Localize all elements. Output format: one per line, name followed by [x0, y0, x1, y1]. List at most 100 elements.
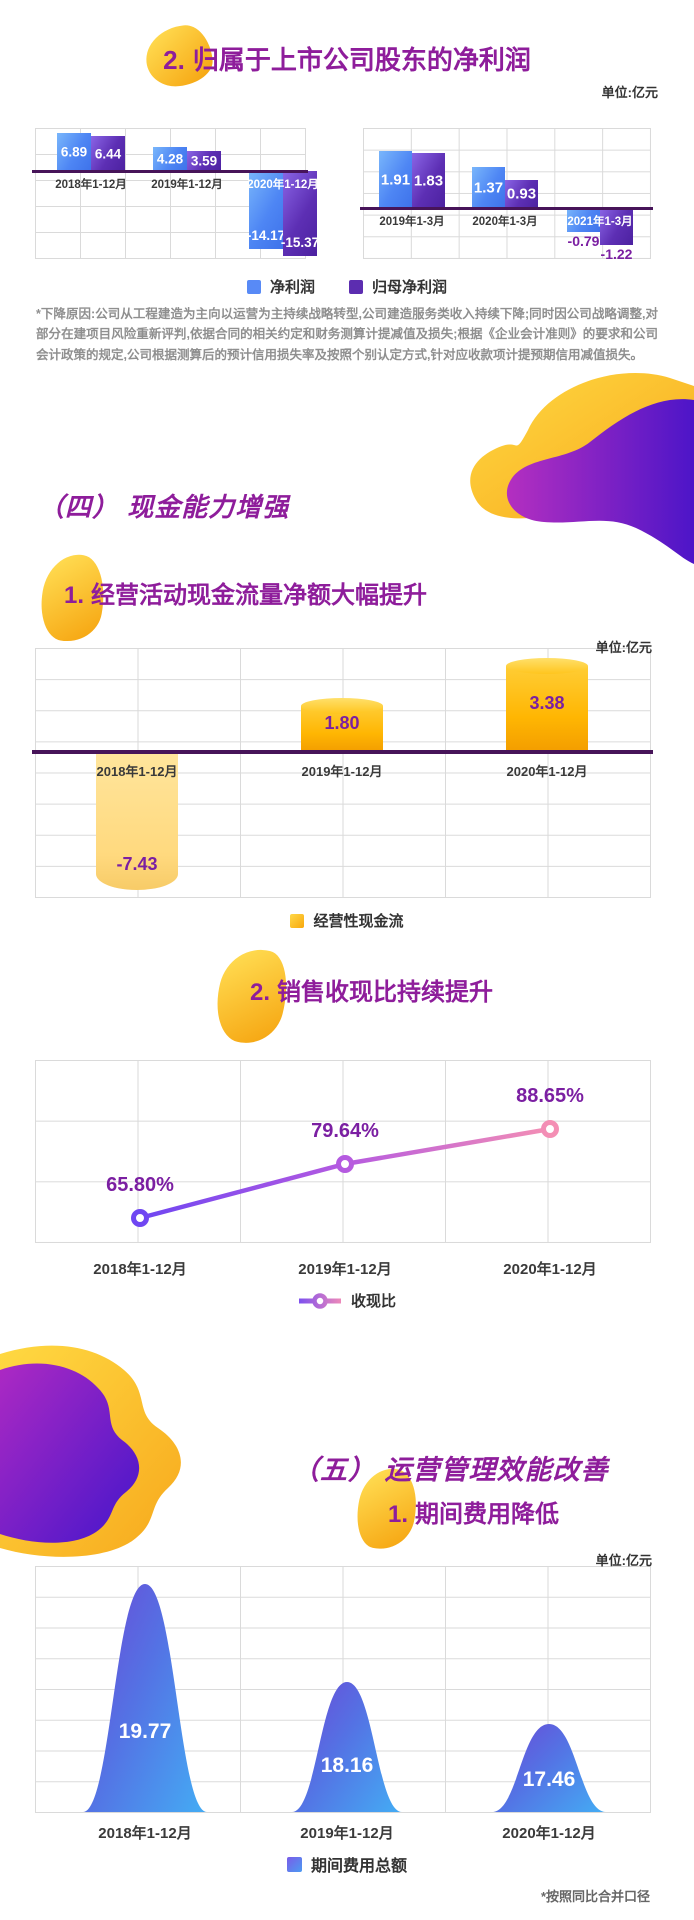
point-label: 65.80% [106, 1174, 174, 1196]
unit-label: 单位:亿元 [601, 85, 658, 100]
legend-label: 净利润 [269, 279, 315, 296]
purple-square-icon [349, 279, 363, 294]
bar-value: 18.16 [320, 1753, 374, 1777]
cylinder-bar-negative [96, 752, 178, 890]
corner-blob-decoration [0, 1345, 181, 1557]
collection-x-labels: 2018年1-12月 2019年1-12月 2020年1-12月 [0, 1258, 694, 1280]
bar-归母净利润: 0.93 [505, 180, 538, 208]
legend-label: 期间费用总额 [310, 1858, 407, 1875]
bar-value: 3.38 [529, 693, 565, 713]
bar-归母净利润: 1.83 [412, 153, 445, 208]
net-profit-annual-chart: 6.89 6.44 2018年1-12月 4.28 3.59 2019年1-12月 -14.… [32, 128, 319, 259]
bar-value: 1.80 [324, 713, 360, 733]
bar-净利润: 1.37 [472, 167, 505, 208]
bar-归母净利润: 3.59 [187, 151, 221, 171]
collection-legend: 收现比 [0, 1290, 694, 1311]
cash-flow-subtitle: 1. 经营活动现金流量净额大幅提升 [64, 575, 427, 610]
point-label: 88.65% [516, 1085, 584, 1107]
unit-label: 单位:亿元 [595, 640, 652, 655]
section4-heading: （四） 现金能力增强 [38, 492, 290, 522]
legend-label: 收现比 [350, 1293, 396, 1310]
data-point-marker [541, 1120, 559, 1138]
trend-line-svg [131, 1120, 559, 1227]
cash-flow-legend: 经营性现金流 [0, 910, 694, 931]
zero-axis [32, 750, 653, 754]
bar-value: 3.59 [190, 153, 218, 169]
bar-value: 6.44 [94, 146, 122, 161]
yellow-square-icon [290, 913, 305, 928]
bar-净利润: -14.17 [247, 171, 285, 249]
period-expense-chart: 19.77 18.16 17.46 [35, 1566, 651, 1813]
purple-blob-shape [0, 1363, 140, 1543]
legend-item-operating-cash: 经营性现金流 [290, 910, 404, 931]
bar-净利润: 4.28 [153, 147, 187, 171]
purple-blob-shape [506, 399, 694, 564]
bar-净利润 [567, 208, 600, 232]
bar-value: 6.89 [60, 144, 88, 160]
bar-归母净利润: 6.44 [91, 136, 125, 171]
collection-subtitle: 2. 销售收现比持续提升 [250, 972, 493, 1007]
area-peak [83, 1584, 207, 1812]
title-text: 归属于上市公司股东的净利润 [192, 45, 531, 75]
legend-item-collection-ratio: 收现比 [298, 1290, 396, 1311]
x-label: 2019年1-3月 [379, 216, 445, 228]
x-label: 2019年1-12月 [151, 179, 223, 191]
x-label: 2021年1-3月 [567, 216, 633, 228]
x-label: 2020年1-12月 [503, 1261, 597, 1278]
bar-value-negative: -1.22 [600, 246, 633, 262]
cylinder-top [506, 658, 588, 674]
subtitle-text: 经营活动现金流量净额大幅提升 [91, 582, 428, 609]
x-label: 2019年1-12月 [300, 1825, 394, 1842]
x-label: 2019年1-12月 [301, 764, 383, 779]
blue-square-icon [246, 279, 261, 294]
line-marker-icon [298, 1292, 341, 1309]
expense-subtitle: 1. 期间费用降低 [388, 1494, 559, 1529]
subtitle-text: 期间费用降低 [415, 1501, 560, 1528]
corner-blob-decoration [470, 373, 694, 564]
net-profit-q1-chart: 1.91 1.83 2019年1-3月 1.37 0.93 2020年1-3月 -0.79-… [360, 128, 653, 262]
net-profit-title: 2. 归属于上市公司股东的净利润 [0, 40, 694, 77]
subtitle-number: 2. [250, 979, 271, 1006]
zero-axis [360, 207, 653, 210]
zero-axis [32, 170, 308, 173]
legend-item-period-expense: 期间费用总额 [286, 1852, 407, 1876]
data-point-marker [336, 1155, 354, 1173]
scope-footnote: *按照同比合并口径 [540, 1889, 650, 1904]
x-label: 2018年1-12月 [98, 1825, 192, 1842]
bar-value: 4.28 [156, 151, 184, 167]
bar-value: 1.83 [413, 172, 444, 189]
bar-净利润: 6.89 [57, 133, 91, 171]
point-label: 79.64% [311, 1120, 379, 1142]
legend-label: 经营性现金流 [313, 913, 404, 930]
bar-value: -15.37 [280, 235, 320, 250]
bar-value: 1.91 [380, 171, 411, 188]
net-profit-legend: 净利润 归母净利润 [0, 276, 694, 297]
subtitle-number: 1. [64, 582, 85, 609]
area-peak [492, 1724, 606, 1812]
data-point-marker [131, 1209, 149, 1227]
x-label: 2020年1-12月 [506, 764, 588, 779]
x-label: 2018年1-12月 [55, 179, 127, 191]
legend-item-parent-net-profit: 归母净利润 [349, 276, 447, 297]
area-peak [292, 1682, 402, 1812]
x-label: 2020年1-12月 [247, 179, 319, 191]
bar-value: 0.93 [506, 185, 537, 203]
bar-value-negative: -0.79 [567, 233, 600, 249]
x-label: 2020年1-12月 [502, 1825, 596, 1842]
unit-label: 单位:亿元 [595, 1553, 652, 1568]
bar-value: 17.46 [522, 1768, 576, 1792]
decline-reason-footnote: *下降原因:公司从工程建造为主向以运营为主持续战略转型,公司建造服务类收入持续下… [36, 307, 658, 362]
collection-ratio-chart: 65.80% 79.64% 88.65% [35, 1060, 651, 1243]
subtitle-number: 1. [388, 1501, 409, 1528]
section5-heading: （五） 运营管理效能改善 [292, 1455, 609, 1485]
blue-square-icon [286, 1856, 302, 1872]
x-label: 2018年1-12月 [93, 1261, 187, 1278]
cylinder-top [301, 698, 383, 714]
bar-归母净利润: -15.37 [281, 171, 319, 256]
expense-x-labels: 2018年1-12月 2019年1-12月 2020年1-12月 [0, 1822, 694, 1844]
subtitle-text: 销售收现比持续提升 [277, 979, 494, 1006]
x-label: 2020年1-3月 [472, 216, 538, 228]
expense-legend: 期间费用总额 [0, 1852, 694, 1876]
title-number: 2. [163, 45, 185, 75]
x-label: 2019年1-12月 [298, 1261, 392, 1278]
